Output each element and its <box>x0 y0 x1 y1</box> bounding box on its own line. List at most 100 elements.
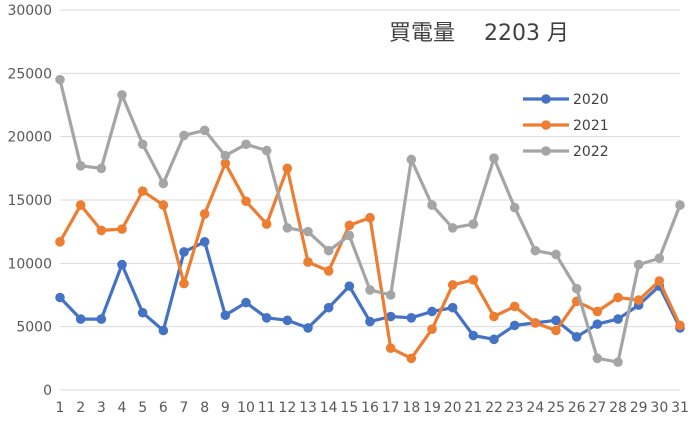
y-axis-tick-labels: 0 5000 10000 15000 20000 25000 30000 <box>7 3 52 399</box>
x-tick-label: 11 <box>258 400 276 416</box>
data-point-2020 <box>365 316 375 327</box>
data-point-2021 <box>509 301 520 312</box>
x-tick-label: 31 <box>671 400 689 416</box>
data-point-2020 <box>323 302 334 313</box>
x-tick-label: 22 <box>485 400 503 416</box>
data-point-2022 <box>303 226 313 237</box>
x-tick-label: 9 <box>221 400 230 416</box>
legend-marker-2022 <box>541 146 551 156</box>
data-point-2022 <box>571 283 582 294</box>
data-point-2022 <box>530 245 541 256</box>
x-tick-label: 12 <box>278 400 296 416</box>
data-point-2022 <box>385 290 396 300</box>
data-point-2021 <box>365 212 375 223</box>
data-point-2021 <box>303 257 313 267</box>
data-point-2021 <box>241 196 251 207</box>
data-point-2021 <box>447 280 458 290</box>
x-tick-label: 1 <box>56 400 65 416</box>
data-point-2021 <box>55 237 65 247</box>
data-point-2021 <box>96 225 107 236</box>
data-point-2022 <box>633 259 644 270</box>
data-point-2022 <box>137 139 148 150</box>
data-point-2021 <box>344 220 355 231</box>
data-point-2022 <box>55 74 65 85</box>
data-point-2020 <box>282 315 293 326</box>
x-tick-label: 19 <box>423 400 441 416</box>
x-tick-label: 24 <box>526 400 544 416</box>
data-point-2020 <box>261 313 272 323</box>
data-point-2021 <box>551 325 561 336</box>
data-point-2021 <box>117 224 127 234</box>
data-point-2022 <box>344 230 355 241</box>
y-tick-label: 25000 <box>7 66 52 82</box>
data-point-2022 <box>406 154 417 165</box>
x-tick-label: 23 <box>506 400 524 416</box>
x-tick-label: 5 <box>138 400 147 416</box>
data-point-2020 <box>427 306 437 317</box>
data-point-2022 <box>468 219 479 229</box>
data-point-2021 <box>385 343 396 354</box>
data-point-2021 <box>654 276 665 286</box>
data-point-2022 <box>241 139 251 150</box>
data-point-2022 <box>447 223 458 233</box>
data-point-2022 <box>323 245 334 256</box>
legend-label-2021: 2021 <box>573 118 609 134</box>
data-point-2020 <box>509 320 520 331</box>
y-tick-label: 30000 <box>7 3 52 19</box>
data-point-2021 <box>323 266 334 276</box>
x-tick-label: 13 <box>299 400 317 416</box>
legend-marker-2021 <box>541 120 551 130</box>
data-point-2022 <box>613 357 623 367</box>
x-tick-label: 15 <box>340 400 358 416</box>
data-point-2022 <box>592 353 603 364</box>
data-point-2020 <box>551 315 561 326</box>
x-tick-label: 6 <box>159 400 168 416</box>
x-tick-label: 26 <box>568 400 586 416</box>
x-tick-label: 27 <box>588 400 606 416</box>
x-tick-label: 17 <box>382 400 400 416</box>
data-point-2020 <box>117 259 127 270</box>
x-tick-label: 16 <box>361 400 379 416</box>
data-point-2022 <box>261 145 272 156</box>
data-point-2020 <box>592 319 603 329</box>
data-point-2020 <box>96 314 107 324</box>
data-point-2021 <box>158 200 169 210</box>
data-point-2020 <box>241 297 251 308</box>
data-point-2022 <box>179 130 189 141</box>
chart-title: 買電量 2203 月 <box>389 21 569 46</box>
data-point-2022 <box>654 253 665 264</box>
data-point-2021 <box>592 306 603 317</box>
x-tick-label: 21 <box>464 400 482 416</box>
data-point-2021 <box>633 295 644 305</box>
data-point-2021 <box>530 318 541 328</box>
data-point-2021 <box>261 219 272 229</box>
data-point-2022 <box>675 200 685 210</box>
data-point-2021 <box>137 186 148 196</box>
data-point-2022 <box>489 153 499 163</box>
y-tick-label: 15000 <box>7 193 52 209</box>
data-point-2021 <box>468 275 479 285</box>
x-tick-label: 14 <box>320 400 338 416</box>
data-point-2020 <box>55 292 65 303</box>
data-point-2021 <box>489 311 499 322</box>
data-series <box>55 74 685 367</box>
legend: 2020 2021 2022 <box>523 92 609 160</box>
x-tick-label: 10 <box>237 400 255 416</box>
data-point-2020 <box>571 332 582 342</box>
data-point-2020 <box>158 325 169 336</box>
data-point-2021 <box>179 278 189 289</box>
data-point-2022 <box>220 150 231 161</box>
data-point-2022 <box>427 200 437 210</box>
data-point-2022 <box>117 90 127 100</box>
data-point-2020 <box>75 314 86 324</box>
data-point-2021 <box>675 320 685 331</box>
x-axis-tick-labels: 1 2 3 4 5 6 7 8 9 10 11 12 13 14 15 16 17 18 19 20 21 22 23 24 2… <box>56 400 689 416</box>
data-point-2022 <box>509 202 520 213</box>
x-tick-label: 3 <box>97 400 106 416</box>
x-tick-label: 25 <box>547 400 565 416</box>
data-point-2020 <box>179 247 189 257</box>
data-point-2020 <box>137 307 148 318</box>
y-tick-label: 20000 <box>7 130 52 146</box>
data-point-2021 <box>427 324 437 335</box>
y-tick-label: 5000 <box>16 320 52 336</box>
